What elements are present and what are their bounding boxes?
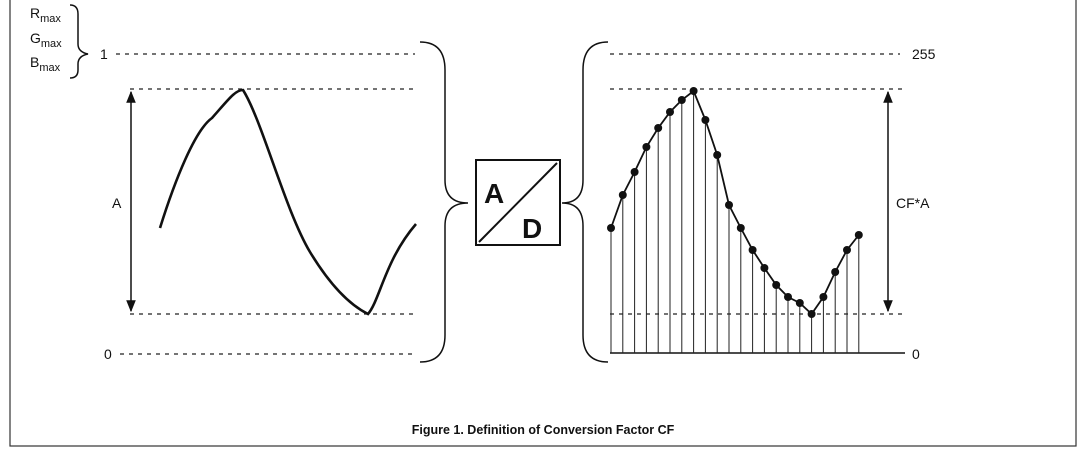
converter-diagonal (478, 162, 558, 243)
converter-d: D (522, 213, 542, 244)
analog-signal (158, 88, 417, 316)
small-brace (69, 4, 89, 79)
zero-label-right: 0 (912, 346, 920, 362)
sample-dot (843, 246, 851, 254)
one-label: 1 (100, 46, 108, 62)
sample-dot (607, 224, 615, 232)
zero-label: 0 (104, 346, 112, 362)
sample-dot (725, 201, 733, 209)
sample-dot (736, 224, 745, 232)
sample-dot (654, 124, 663, 132)
sample-dot (772, 281, 781, 289)
left-brace (561, 41, 609, 363)
sample-dot (701, 116, 710, 124)
sample-dot (618, 191, 627, 199)
max-label: 255 (912, 46, 936, 62)
sample-dot (666, 108, 674, 116)
sample-dot (760, 264, 769, 272)
sampled-signal (610, 89, 860, 316)
r-sub: max (40, 13, 61, 25)
amplitude-label: A (112, 195, 122, 211)
sample-dot (748, 246, 757, 254)
frame (9, 0, 1077, 447)
sample-dot (713, 151, 722, 159)
right-brace (419, 41, 469, 363)
g-max-label: Gmax (30, 30, 62, 50)
cf-amplitude-label: CF*A (896, 195, 930, 211)
samples (607, 87, 863, 353)
b: B (30, 54, 39, 70)
caption: Figure 1. Definition of Conversion Facto… (412, 423, 675, 437)
sample-dot (642, 143, 651, 151)
sample-dot (795, 299, 804, 307)
r: R (30, 5, 40, 21)
sample-dot (630, 168, 639, 176)
g: G (30, 30, 41, 46)
sample-dot (831, 268, 840, 276)
b-max-label: Bmax (30, 54, 61, 74)
sample-dot (854, 231, 863, 239)
g-sub: max (41, 38, 62, 50)
r-max-label: Rmax (30, 5, 61, 25)
sample-dot (677, 96, 686, 104)
sample-dot (807, 310, 816, 318)
sample-dot (689, 87, 698, 95)
b-sub: max (39, 62, 60, 74)
sample-dot (784, 293, 792, 301)
converter-a: A (484, 178, 504, 209)
sample-dot (819, 293, 828, 301)
